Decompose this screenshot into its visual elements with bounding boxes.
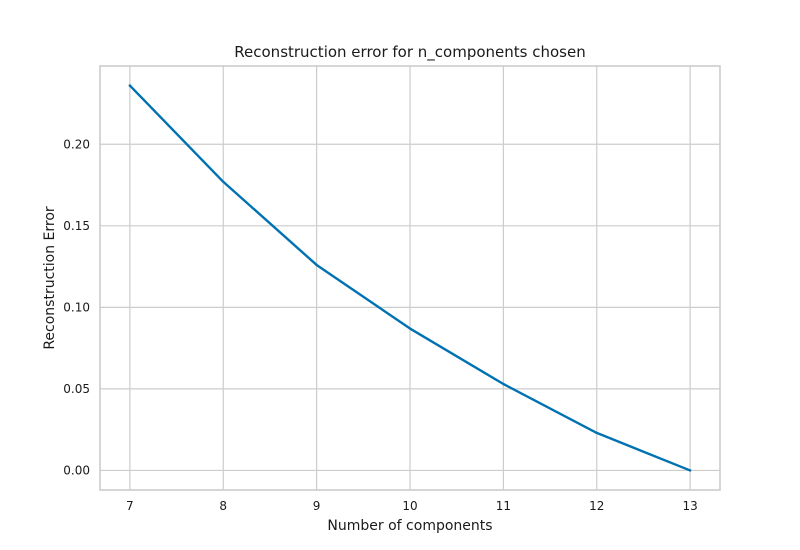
x-axis-label: Number of components bbox=[327, 518, 492, 534]
gridlines bbox=[100, 66, 720, 490]
data-point bbox=[315, 263, 318, 267]
data-point bbox=[408, 327, 412, 330]
x-tick-label: 10 bbox=[402, 499, 417, 513]
y-tick-labels: 0.00 0.05 0.10 0.15 0.20 bbox=[63, 137, 90, 477]
data-point bbox=[502, 382, 505, 386]
y-axis-label: Reconstruction Error bbox=[42, 206, 58, 350]
data-point bbox=[128, 84, 132, 87]
y-tick-label: 0.05 bbox=[63, 382, 90, 396]
plot-frame bbox=[99, 65, 721, 491]
x-tick-label: 13 bbox=[682, 499, 697, 513]
y-tick-label: 0.15 bbox=[63, 219, 90, 233]
x-tick-labels: 7 8 9 10 11 12 13 bbox=[126, 499, 698, 513]
data-point bbox=[688, 469, 692, 472]
data-point bbox=[595, 431, 598, 435]
y-tick-label: 0.20 bbox=[63, 137, 90, 151]
data-point bbox=[222, 180, 225, 183]
x-tick-label: 9 bbox=[313, 499, 321, 513]
x-tick-label: 12 bbox=[589, 499, 604, 513]
chart-title: Reconstruction error for n_components ch… bbox=[234, 43, 585, 62]
series-layer bbox=[128, 84, 692, 472]
y-tick-label: 0.10 bbox=[63, 300, 90, 314]
x-tick-label: 8 bbox=[219, 499, 227, 513]
x-tick-label: 11 bbox=[496, 499, 511, 513]
y-tick-label: 0.00 bbox=[63, 463, 90, 477]
x-tick-label: 7 bbox=[126, 499, 134, 513]
